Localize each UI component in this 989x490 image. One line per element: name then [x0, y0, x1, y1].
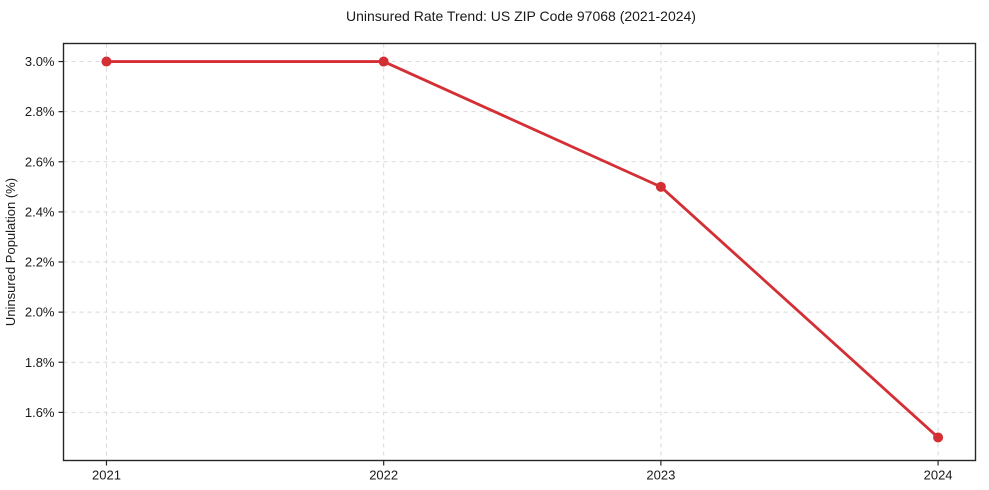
x-tick-label: 2024: [924, 468, 953, 483]
plot-border: [62, 42, 977, 462]
y-tick-label: 1.8%: [25, 355, 55, 370]
y-tick-label: 2.4%: [25, 204, 55, 219]
y-tick-label: 1.6%: [25, 405, 55, 420]
data-point: [933, 432, 944, 443]
x-tick-label: 2022: [369, 468, 398, 483]
data-point: [655, 181, 666, 192]
data-point: [378, 56, 389, 67]
y-tick-label: 2.2%: [25, 255, 55, 270]
plot-area: 1.6% 1.8% 2.0% 2.2% 2.4% 2.6% 2.8% 3.0% 2021 2022…: [25, 42, 977, 483]
x-tick-label: 2021: [92, 468, 121, 483]
data-point: [101, 56, 112, 67]
y-axis-label: Uninsured Population (%): [3, 178, 18, 326]
y-tick-label: 2.6%: [25, 154, 55, 169]
y-tick-label: 2.0%: [25, 305, 55, 320]
y-tick-label: 3.0%: [25, 54, 55, 69]
trend-line: [105, 60, 940, 439]
y-tick-label: 2.8%: [25, 104, 55, 119]
chart-title: Uninsured Rate Trend: US ZIP Code 97068 …: [346, 8, 696, 24]
x-tick-label: 2023: [646, 468, 675, 483]
